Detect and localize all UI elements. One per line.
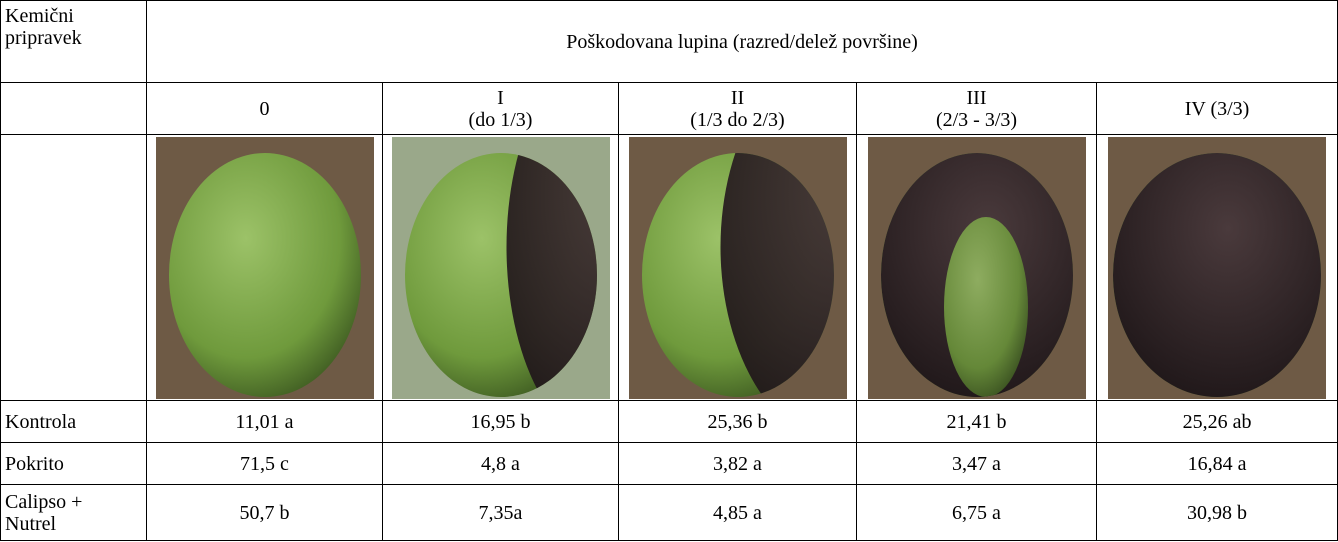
value-cell: 71,5 c <box>147 443 383 485</box>
value-cell: 7,35a <box>383 485 619 541</box>
photo-cell <box>857 135 1097 401</box>
header-line: Kemični <box>5 5 74 27</box>
cell-line: Calipso + <box>5 491 82 513</box>
class-header: IV (3/3) <box>1097 83 1338 135</box>
row-label: Kontrola <box>1 401 147 443</box>
value-cell: 16,95 b <box>383 401 619 443</box>
value-cell: 25,26 ab <box>1097 401 1338 443</box>
photo-cell <box>383 135 619 401</box>
value-cell: 4,8 a <box>383 443 619 485</box>
photo-cell <box>1097 135 1338 401</box>
cell-line: Nutrel <box>5 513 56 535</box>
damage-table: Kemični pripravek Poškodovana lupina (ra… <box>0 0 1338 541</box>
class-header: III(2/3 - 3/3) <box>857 83 1097 135</box>
cell-line: II <box>731 87 744 109</box>
value-cell: 6,75 a <box>857 485 1097 541</box>
header-row: Kemični pripravek Poškodovana lupina (ra… <box>1 1 1338 83</box>
cell-line: Pokrito <box>5 453 64 475</box>
walnut-photo <box>156 137 374 399</box>
class-header: II(1/3 do 2/3) <box>619 83 857 135</box>
value-cell: 30,98 b <box>1097 485 1338 541</box>
empty-cell <box>1 83 147 135</box>
class-header: 0 <box>147 83 383 135</box>
first-column-header: Kemični pripravek <box>1 1 147 83</box>
value-cell: 3,82 a <box>619 443 857 485</box>
table-title: Poškodovana lupina (razred/delež površin… <box>147 1 1338 83</box>
cell-line: IV (3/3) <box>1185 98 1250 120</box>
value-cell: 4,85 a <box>619 485 857 541</box>
empty-cell <box>1 135 147 401</box>
cell-line: III <box>967 87 987 109</box>
value-cell: 3,47 a <box>857 443 1097 485</box>
walnut-photo <box>629 137 847 399</box>
cell-line: (1/3 do 2/3) <box>690 109 784 131</box>
cell-line: (2/3 - 3/3) <box>936 109 1017 131</box>
row-label: Calipso +Nutrel <box>1 485 147 541</box>
walnut-photo <box>392 137 610 399</box>
image-row <box>1 135 1338 401</box>
row-label: Pokrito <box>1 443 147 485</box>
photo-cell <box>147 135 383 401</box>
value-cell: 50,7 b <box>147 485 383 541</box>
cell-line: Kontrola <box>5 411 76 433</box>
cell-line: I <box>497 87 504 109</box>
value-cell: 11,01 a <box>147 401 383 443</box>
value-cell: 16,84 a <box>1097 443 1338 485</box>
photo-cell <box>619 135 857 401</box>
cell-line: 0 <box>260 98 270 120</box>
walnut-photo <box>1108 137 1326 399</box>
value-cell: 21,41 b <box>857 401 1097 443</box>
class-header: I(do 1/3) <box>383 83 619 135</box>
walnut-photo <box>868 137 1086 399</box>
value-cell: 25,36 b <box>619 401 857 443</box>
header-line: pripravek <box>5 27 82 49</box>
cell-line: (do 1/3) <box>469 109 533 131</box>
